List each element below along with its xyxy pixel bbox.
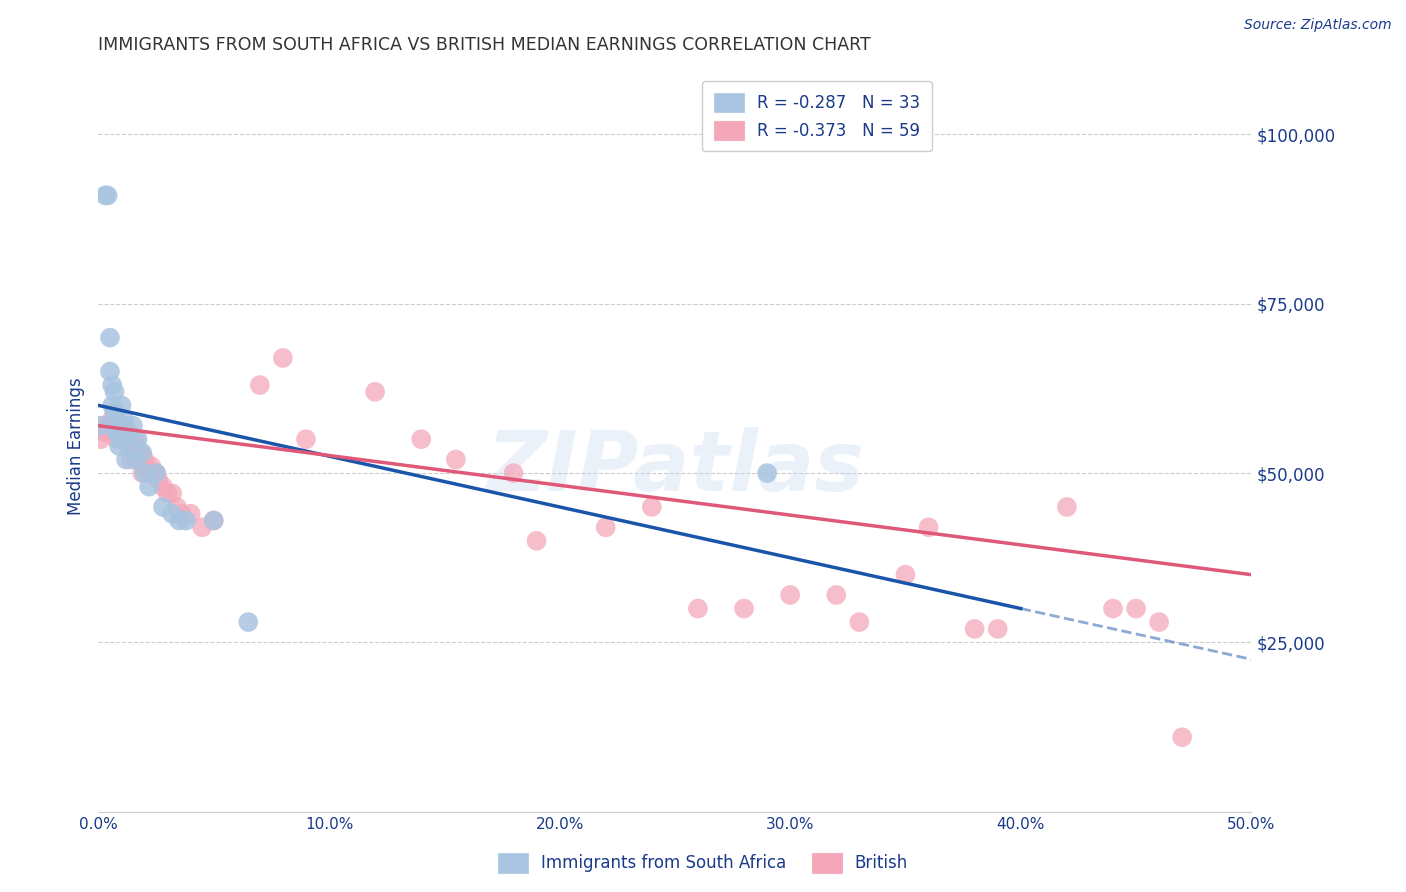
Point bbox=[122, 439, 145, 453]
Point bbox=[94, 425, 117, 440]
Point bbox=[249, 378, 271, 392]
Legend: Immigrants from South Africa, British: Immigrants from South Africa, British bbox=[491, 847, 915, 880]
Point bbox=[917, 520, 939, 534]
Y-axis label: Median Earnings: Median Earnings bbox=[66, 377, 84, 515]
Point bbox=[103, 405, 125, 419]
Point bbox=[756, 466, 779, 480]
Point bbox=[444, 452, 467, 467]
Point bbox=[117, 439, 139, 453]
Point bbox=[202, 514, 225, 528]
Point bbox=[97, 425, 120, 440]
Point bbox=[98, 418, 121, 433]
Point bbox=[595, 520, 617, 534]
Point bbox=[894, 567, 917, 582]
Point bbox=[90, 418, 112, 433]
Point bbox=[98, 364, 121, 378]
Point bbox=[110, 432, 132, 446]
Point bbox=[145, 466, 167, 480]
Point bbox=[138, 466, 160, 480]
Point bbox=[963, 622, 986, 636]
Text: IMMIGRANTS FROM SOUTH AFRICA VS BRITISH MEDIAN EARNINGS CORRELATION CHART: IMMIGRANTS FROM SOUTH AFRICA VS BRITISH … bbox=[98, 36, 872, 54]
Point bbox=[152, 480, 174, 494]
Point bbox=[1125, 601, 1147, 615]
Point bbox=[101, 378, 124, 392]
Point bbox=[110, 432, 132, 446]
Point bbox=[364, 384, 387, 399]
Point bbox=[152, 500, 174, 514]
Point bbox=[1171, 730, 1194, 744]
Point bbox=[124, 432, 146, 446]
Point bbox=[115, 432, 138, 446]
Point bbox=[108, 439, 131, 453]
Legend: R = -0.287   N = 33, R = -0.373   N = 59: R = -0.287 N = 33, R = -0.373 N = 59 bbox=[702, 81, 932, 152]
Point bbox=[134, 452, 156, 467]
Point bbox=[141, 459, 163, 474]
Point bbox=[1102, 601, 1125, 615]
Point bbox=[160, 507, 183, 521]
Point bbox=[156, 486, 179, 500]
Point bbox=[180, 507, 202, 521]
Point bbox=[127, 452, 149, 467]
Point bbox=[105, 432, 128, 446]
Point bbox=[1056, 500, 1078, 514]
Point bbox=[295, 432, 318, 446]
Point bbox=[174, 514, 197, 528]
Point bbox=[122, 418, 145, 433]
Point bbox=[97, 188, 120, 202]
Point bbox=[138, 480, 160, 494]
Point bbox=[98, 331, 121, 345]
Point bbox=[103, 384, 125, 399]
Point bbox=[112, 418, 135, 433]
Point bbox=[115, 452, 138, 467]
Point bbox=[110, 398, 132, 412]
Point bbox=[733, 601, 755, 615]
Point bbox=[271, 351, 294, 365]
Point bbox=[108, 425, 131, 440]
Point bbox=[124, 439, 146, 453]
Point bbox=[94, 188, 117, 202]
Point bbox=[502, 466, 524, 480]
Point bbox=[112, 412, 135, 426]
Point bbox=[145, 466, 167, 480]
Point bbox=[101, 398, 124, 412]
Point bbox=[987, 622, 1010, 636]
Point bbox=[105, 412, 128, 426]
Point bbox=[127, 432, 149, 446]
Point bbox=[124, 452, 146, 467]
Point bbox=[160, 486, 183, 500]
Point bbox=[411, 432, 433, 446]
Point bbox=[191, 520, 214, 534]
Point bbox=[120, 452, 142, 467]
Point bbox=[848, 615, 870, 629]
Point bbox=[134, 466, 156, 480]
Point bbox=[90, 432, 112, 446]
Point bbox=[103, 405, 125, 419]
Point bbox=[170, 507, 193, 521]
Point bbox=[686, 601, 709, 615]
Point bbox=[117, 425, 139, 440]
Point bbox=[131, 446, 153, 460]
Point bbox=[202, 514, 225, 528]
Point bbox=[825, 588, 848, 602]
Point bbox=[117, 425, 139, 440]
Point bbox=[91, 418, 114, 433]
Text: ZIPatlas: ZIPatlas bbox=[486, 427, 863, 508]
Point bbox=[135, 459, 157, 474]
Point bbox=[105, 425, 128, 440]
Point bbox=[131, 466, 153, 480]
Point bbox=[526, 533, 548, 548]
Point bbox=[129, 446, 152, 460]
Point bbox=[1147, 615, 1170, 629]
Point bbox=[101, 412, 124, 426]
Point bbox=[238, 615, 260, 629]
Point bbox=[120, 439, 142, 453]
Point bbox=[779, 588, 801, 602]
Point bbox=[166, 500, 188, 514]
Point bbox=[148, 473, 170, 487]
Point bbox=[641, 500, 664, 514]
Point bbox=[108, 425, 131, 440]
Text: Source: ZipAtlas.com: Source: ZipAtlas.com bbox=[1244, 18, 1392, 32]
Point bbox=[167, 514, 190, 528]
